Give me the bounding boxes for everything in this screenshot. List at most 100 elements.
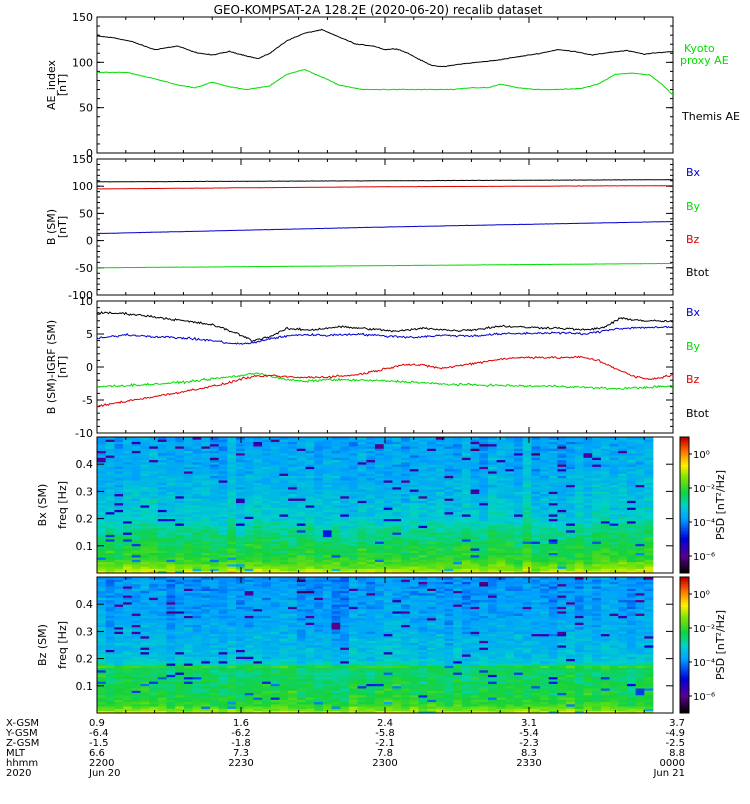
- heatmap-cell: [375, 478, 384, 481]
- heatmap-cell: [497, 453, 506, 456]
- heatmap-cell: [375, 546, 384, 549]
- heatmap-cell: [471, 439, 480, 442]
- heatmap-cell: [462, 702, 471, 705]
- heatmap-cell: [132, 534, 141, 537]
- heatmap-cell: [523, 444, 532, 447]
- heatmap-cell: [210, 505, 219, 508]
- heatmap-cell: [323, 491, 332, 494]
- heatmap-cell: [245, 505, 254, 508]
- heatmap-cell: [453, 695, 462, 698]
- heatmap-cell: [306, 460, 315, 463]
- heatmap-cell: [219, 559, 228, 562]
- heatmap-cell: [193, 528, 202, 531]
- heatmap-cell: [245, 444, 254, 447]
- heatmap-cell: [540, 566, 549, 569]
- heatmap-cell: [219, 525, 228, 528]
- heatmap-cell: [462, 464, 471, 467]
- heatmap-cell: [332, 491, 341, 494]
- heatmap-cell: [531, 548, 540, 551]
- heatmap-cell: [366, 498, 375, 501]
- heatmap-cell: [375, 494, 384, 497]
- heatmap-cell: [471, 562, 480, 565]
- heatmap-cell: [106, 473, 115, 476]
- heatmap-cell: [193, 559, 202, 562]
- heatmap-cell: [540, 702, 549, 705]
- heatmap-cell: [106, 487, 115, 490]
- heatmap-cell: [271, 699, 280, 702]
- heatmap-cell: [557, 548, 566, 551]
- heatmap-cell: [193, 708, 202, 711]
- heatmap-cell: [349, 553, 358, 556]
- heatmap-cell: [436, 473, 445, 476]
- heatmap-cell: [358, 695, 367, 698]
- heatmap-cell: [601, 451, 610, 454]
- heatmap-cell: [314, 559, 323, 562]
- heatmap-cell: [610, 478, 619, 481]
- heatmap-cell: [445, 702, 454, 705]
- heatmap-cell: [523, 494, 532, 497]
- heatmap-cell: [418, 480, 427, 483]
- heatmap-cell: [636, 439, 645, 442]
- heatmap-cell: [636, 553, 645, 556]
- heatmap-cell: [149, 528, 158, 531]
- heatmap-cell: [219, 706, 228, 709]
- heatmap-cell: [401, 453, 410, 456]
- heatmap-cell: [488, 528, 497, 531]
- heatmap-cell: [627, 487, 636, 490]
- heatmap-cell: [584, 532, 593, 535]
- heatmap-cell: [514, 466, 523, 469]
- heatmap-cell: [340, 566, 349, 569]
- heatmap-cell: [140, 519, 149, 522]
- heatmap-cell: [193, 480, 202, 483]
- legend-entry-bz: Bz: [686, 373, 700, 386]
- heatmap-cell: [149, 500, 158, 503]
- heatmap-cell: [167, 446, 176, 449]
- heatmap-cell: [106, 521, 115, 524]
- heatmap-cell: [201, 494, 210, 497]
- heatmap-cell: [227, 466, 236, 469]
- heatmap-cell: [201, 491, 210, 494]
- heatmap-cell: [392, 451, 401, 454]
- heatmap-cell: [97, 466, 106, 469]
- heatmap-cell: [410, 532, 419, 535]
- heatmap-cell: [167, 555, 176, 558]
- heatmap-cell: [175, 541, 184, 544]
- heatmap-cell: [271, 519, 280, 522]
- heatmap-cell: [175, 699, 184, 702]
- heatmap-cell: [627, 457, 636, 460]
- heatmap-cell: [401, 487, 410, 490]
- heatmap-cell: [97, 532, 106, 535]
- heatmap-cell: [427, 548, 436, 551]
- heatmap-cell: [610, 487, 619, 490]
- heatmap-cell: [253, 500, 262, 503]
- heatmap-cell: [253, 525, 262, 528]
- heatmap-cell: [123, 546, 132, 549]
- heatmap-cell: [384, 460, 393, 463]
- heatmap-cell: [201, 706, 210, 709]
- heatmap-cell: [531, 706, 540, 709]
- heatmap-cell: [158, 521, 167, 524]
- heatmap-cell: [201, 548, 210, 551]
- heatmap-cell: [523, 568, 532, 571]
- heatmap-cell: [358, 532, 367, 535]
- heatmap-cell: [97, 548, 106, 551]
- heatmap-cell: [158, 562, 167, 565]
- heatmap-cell: [401, 500, 410, 503]
- heatmap-cell: [227, 541, 236, 544]
- heatmap-cell: [158, 480, 167, 483]
- heatmap-cell: [384, 695, 393, 698]
- legend-entry-bz: Bz: [686, 233, 700, 246]
- heatmap-cell: [497, 693, 506, 696]
- heatmap-cell: [366, 444, 375, 447]
- heatmap-cell: [236, 548, 245, 551]
- heatmap-cell: [540, 444, 549, 447]
- y-tick-label: 0: [86, 235, 93, 248]
- heatmap-cell: [140, 541, 149, 544]
- heatmap-cell: [332, 568, 341, 571]
- heatmap-cell: [584, 693, 593, 696]
- heatmap-cell: [253, 494, 262, 497]
- heatmap-cell: [523, 528, 532, 531]
- heatmap-cell: [618, 541, 627, 544]
- heatmap-cell: [644, 548, 653, 551]
- heatmap-cell: [514, 460, 523, 463]
